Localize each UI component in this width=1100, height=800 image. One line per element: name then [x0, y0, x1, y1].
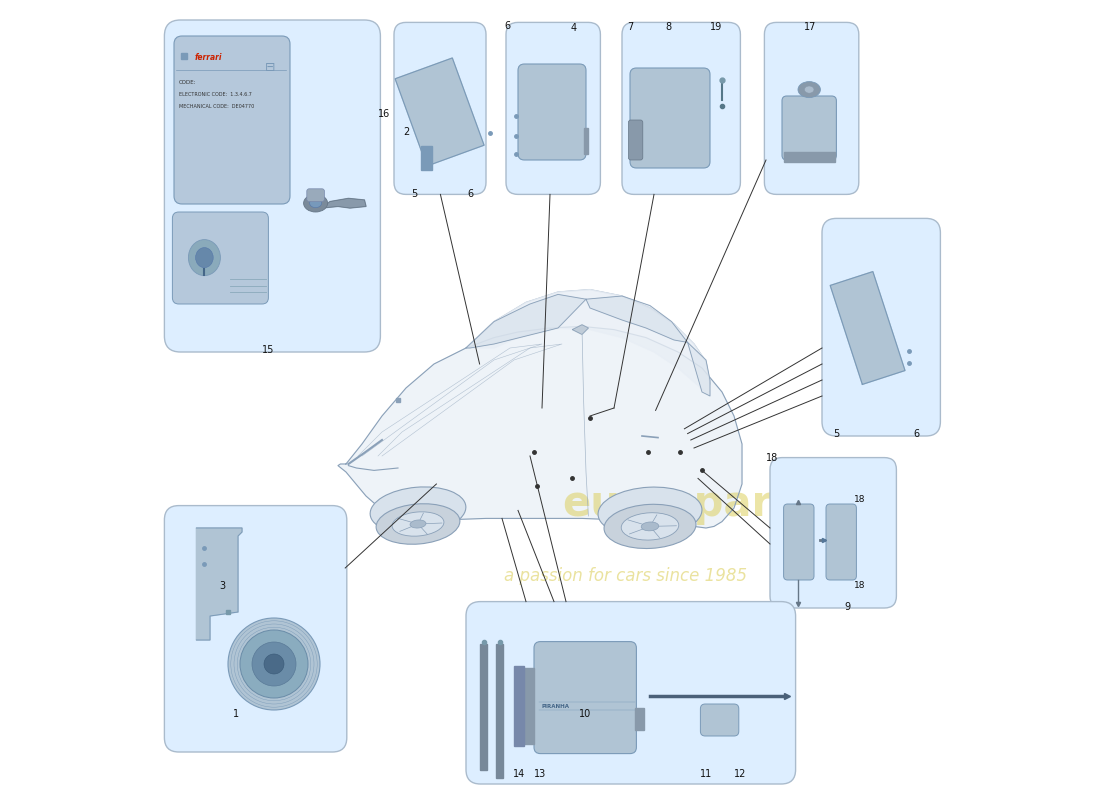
Text: 9: 9	[845, 602, 850, 612]
Ellipse shape	[304, 194, 328, 212]
Ellipse shape	[392, 512, 444, 536]
Ellipse shape	[188, 239, 220, 275]
FancyBboxPatch shape	[826, 504, 857, 580]
FancyBboxPatch shape	[506, 22, 601, 194]
Text: 14: 14	[513, 769, 525, 778]
Polygon shape	[783, 152, 835, 162]
FancyBboxPatch shape	[628, 120, 642, 160]
Ellipse shape	[264, 654, 284, 674]
FancyBboxPatch shape	[783, 504, 814, 580]
FancyBboxPatch shape	[534, 642, 637, 754]
Ellipse shape	[196, 247, 213, 267]
Polygon shape	[322, 198, 366, 208]
Polygon shape	[572, 325, 588, 334]
Text: 16: 16	[378, 109, 390, 118]
Polygon shape	[338, 326, 742, 528]
FancyBboxPatch shape	[518, 64, 586, 160]
Text: 5: 5	[834, 430, 839, 439]
Ellipse shape	[370, 487, 466, 534]
Ellipse shape	[252, 642, 296, 686]
Polygon shape	[197, 528, 242, 640]
Text: 18: 18	[767, 453, 779, 462]
Ellipse shape	[641, 522, 659, 531]
Ellipse shape	[410, 520, 426, 528]
Text: eurospares: eurospares	[562, 483, 825, 525]
Polygon shape	[496, 644, 503, 778]
FancyBboxPatch shape	[621, 22, 740, 194]
Text: 13: 13	[534, 769, 546, 778]
Text: 4: 4	[571, 23, 578, 33]
Ellipse shape	[228, 618, 320, 710]
Polygon shape	[481, 644, 487, 770]
Text: a passion for cars since 1985: a passion for cars since 1985	[505, 567, 748, 585]
Ellipse shape	[604, 504, 696, 549]
Text: ELECTRONIC CODE:  1.3.4.6.7: ELECTRONIC CODE: 1.3.4.6.7	[179, 92, 252, 97]
Text: 1: 1	[232, 709, 239, 718]
Text: 17: 17	[804, 22, 816, 32]
FancyBboxPatch shape	[782, 96, 836, 160]
FancyBboxPatch shape	[307, 189, 324, 202]
Text: 11: 11	[700, 769, 712, 778]
FancyBboxPatch shape	[164, 20, 381, 352]
Text: 10: 10	[579, 710, 592, 719]
Text: 6: 6	[505, 21, 510, 30]
Polygon shape	[466, 290, 710, 396]
Text: 18: 18	[854, 495, 866, 505]
Ellipse shape	[804, 86, 814, 94]
Text: 15: 15	[262, 346, 275, 355]
Text: 18: 18	[854, 581, 866, 590]
Polygon shape	[584, 128, 588, 154]
FancyBboxPatch shape	[174, 36, 290, 204]
Text: 7: 7	[627, 22, 634, 32]
Text: CODE:: CODE:	[179, 80, 196, 85]
Ellipse shape	[376, 504, 460, 544]
Text: ferrari: ferrari	[195, 53, 222, 62]
Ellipse shape	[621, 513, 679, 540]
Ellipse shape	[598, 487, 702, 537]
Text: 6: 6	[466, 190, 473, 199]
Polygon shape	[586, 296, 688, 342]
Text: 2: 2	[403, 127, 409, 137]
FancyBboxPatch shape	[394, 22, 486, 194]
FancyBboxPatch shape	[466, 602, 795, 784]
FancyBboxPatch shape	[770, 458, 896, 608]
Polygon shape	[635, 708, 645, 730]
Ellipse shape	[240, 630, 308, 698]
Polygon shape	[688, 342, 710, 396]
FancyBboxPatch shape	[701, 704, 739, 736]
FancyBboxPatch shape	[822, 218, 940, 436]
FancyBboxPatch shape	[173, 212, 268, 304]
Polygon shape	[830, 272, 905, 384]
Polygon shape	[420, 146, 431, 170]
Ellipse shape	[309, 199, 321, 208]
Text: 8: 8	[666, 22, 671, 32]
Ellipse shape	[798, 82, 821, 98]
FancyBboxPatch shape	[630, 68, 710, 168]
FancyBboxPatch shape	[164, 506, 346, 752]
Polygon shape	[514, 666, 525, 746]
Text: MECHANICAL CODE:  DE04770: MECHANICAL CODE: DE04770	[179, 104, 254, 109]
Text: 12: 12	[734, 769, 747, 778]
Polygon shape	[466, 294, 586, 348]
Text: 3: 3	[219, 581, 225, 590]
Text: PIRANHA: PIRANHA	[541, 704, 570, 709]
Text: 5: 5	[411, 190, 417, 199]
Polygon shape	[525, 668, 533, 744]
Text: ⊟: ⊟	[265, 61, 275, 74]
Text: 6: 6	[913, 430, 920, 439]
Polygon shape	[395, 58, 484, 166]
Text: 19: 19	[711, 22, 723, 32]
FancyBboxPatch shape	[764, 22, 859, 194]
